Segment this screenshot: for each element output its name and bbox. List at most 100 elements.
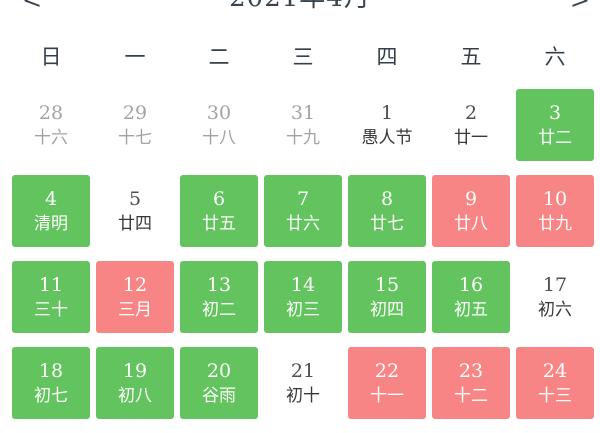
calendar-cell-11[interactable]: 11 三十 [12, 261, 90, 333]
calendar-cell-10[interactable]: 10 廿九 [516, 175, 594, 247]
calendar-cell-12[interactable]: 12 三月 [96, 261, 174, 333]
date-number: 9 [464, 187, 478, 210]
date-number: 29 [122, 101, 148, 124]
calendar-cell-3[interactable]: 3 廿二 [516, 89, 594, 161]
calendar-cell-1[interactable]: 1 愚人节 [348, 89, 426, 161]
date-number: 31 [290, 101, 316, 124]
calendar-cell-16[interactable]: 16 初五 [432, 261, 510, 333]
calendar-cell-28[interactable]: 28 十六 [12, 89, 90, 161]
lunar-label: 十九 [286, 127, 320, 148]
calendar-cell-8[interactable]: 8 廿七 [348, 175, 426, 247]
date-number: 2 [464, 101, 478, 124]
weekday-label: 四 [376, 45, 398, 69]
date-number: 11 [38, 273, 64, 296]
date-number: 5 [128, 187, 142, 210]
lunar-label: 廿八 [454, 213, 488, 234]
lunar-label: 初八 [118, 385, 152, 406]
date-number: 12 [122, 273, 148, 296]
lunar-label: 十一 [370, 385, 404, 406]
calendar-cell-20[interactable]: 20 谷雨 [180, 347, 258, 419]
lunar-label: 廿七 [370, 213, 404, 234]
date-number: 28 [38, 101, 64, 124]
date-number: 21 [290, 359, 316, 382]
date-number: 16 [458, 273, 484, 296]
weekday-label: 三 [292, 45, 314, 69]
date-number: 22 [374, 359, 400, 382]
calendar-cell-31[interactable]: 31 十九 [264, 89, 342, 161]
calendar-cell-17[interactable]: 17 初六 [516, 261, 594, 333]
lunar-label: 十三 [538, 385, 572, 406]
calendar-title: 2021年4月 [0, 0, 600, 14]
calendar-grid: 28 十六 29 十七 30 十八 31 十九 1 愚人节 2 廿一 3 廿二 4 清明 5 廿四 6 廿五 7 廿六 8 廿… [12, 89, 600, 433]
next-month-button[interactable]: > [569, 0, 590, 14]
lunar-label: 十七 [118, 127, 152, 148]
calendar-cell-18[interactable]: 18 初七 [12, 347, 90, 419]
prev-month-button[interactable]: < [22, 0, 43, 14]
calendar-cell-15[interactable]: 15 初四 [348, 261, 426, 333]
date-number: 17 [542, 273, 568, 296]
date-number: 15 [374, 273, 400, 296]
date-number: 24 [542, 359, 568, 382]
calendar-week-row: 11 三十 12 三月 13 初二 14 初三 15 初四 16 初五 17 初六 [12, 261, 600, 333]
calendar-cell-9[interactable]: 9 廿八 [432, 175, 510, 247]
date-number: 20 [206, 359, 232, 382]
lunar-label: 三十 [34, 299, 68, 320]
lunar-label: 十八 [202, 127, 236, 148]
date-number: 3 [548, 101, 562, 124]
lunar-label: 廿二 [538, 127, 572, 148]
lunar-label: 廿四 [118, 213, 152, 234]
lunar-label: 三月 [118, 299, 152, 320]
lunar-label: 初三 [286, 299, 320, 320]
date-number: 1 [380, 101, 394, 124]
weekday-label: 日 [40, 45, 62, 69]
date-number: 13 [206, 273, 232, 296]
date-number: 8 [380, 187, 394, 210]
date-number: 7 [296, 187, 310, 210]
lunar-label: 清明 [34, 213, 68, 234]
calendar-cell-2[interactable]: 2 廿一 [432, 89, 510, 161]
date-number: 10 [542, 187, 568, 210]
date-number: 4 [44, 187, 58, 210]
calendar-cell-5[interactable]: 5 廿四 [96, 175, 174, 247]
date-number: 23 [458, 359, 484, 382]
calendar-cell-22[interactable]: 22 十一 [348, 347, 426, 419]
lunar-label: 初五 [454, 299, 488, 320]
calendar-cell-4[interactable]: 4 清明 [12, 175, 90, 247]
lunar-label: 谷雨 [202, 385, 236, 406]
calendar-cell-23[interactable]: 23 十二 [432, 347, 510, 419]
calendar-cell-14[interactable]: 14 初三 [264, 261, 342, 333]
lunar-label: 初六 [538, 299, 572, 320]
lunar-label: 初七 [34, 385, 68, 406]
lunar-label: 廿五 [202, 213, 236, 234]
weekday-label: 五 [460, 45, 482, 69]
calendar-cell-29[interactable]: 29 十七 [96, 89, 174, 161]
calendar-week-row: 18 初七 19 初八 20 谷雨 21 初十 22 十一 23 十二 24 十三 [12, 347, 600, 419]
date-number: 14 [290, 273, 316, 296]
calendar-cell-6[interactable]: 6 廿五 [180, 175, 258, 247]
calendar-week-row: 28 十六 29 十七 30 十八 31 十九 1 愚人节 2 廿一 3 廿二 [12, 89, 600, 161]
lunar-label: 初十 [286, 385, 320, 406]
lunar-label: 十二 [454, 385, 488, 406]
lunar-label: 初四 [370, 299, 404, 320]
date-number: 6 [212, 187, 226, 210]
date-number: 19 [122, 359, 148, 382]
calendar-week-row: 4 清明 5 廿四 6 廿五 7 廿六 8 廿七 9 廿八 10 廿九 [12, 175, 600, 247]
calendar-cell-13[interactable]: 13 初二 [180, 261, 258, 333]
lunar-label: 廿六 [286, 213, 320, 234]
weekday-label: 二 [208, 45, 230, 69]
lunar-label: 初二 [202, 299, 236, 320]
calendar-cell-19[interactable]: 19 初八 [96, 347, 174, 419]
weekday-label: 一 [124, 45, 146, 69]
weekday-row: 日一二三四五六 [12, 44, 600, 70]
calendar-cell-7[interactable]: 7 廿六 [264, 175, 342, 247]
calendar-cell-24[interactable]: 24 十三 [516, 347, 594, 419]
lunar-label: 十六 [34, 127, 68, 148]
weekday-label: 六 [544, 45, 566, 69]
date-number: 18 [38, 359, 64, 382]
date-number: 30 [206, 101, 232, 124]
calendar-cell-21[interactable]: 21 初十 [264, 347, 342, 419]
lunar-label: 愚人节 [361, 127, 413, 148]
calendar-cell-30[interactable]: 30 十八 [180, 89, 258, 161]
lunar-label: 廿九 [538, 213, 572, 234]
